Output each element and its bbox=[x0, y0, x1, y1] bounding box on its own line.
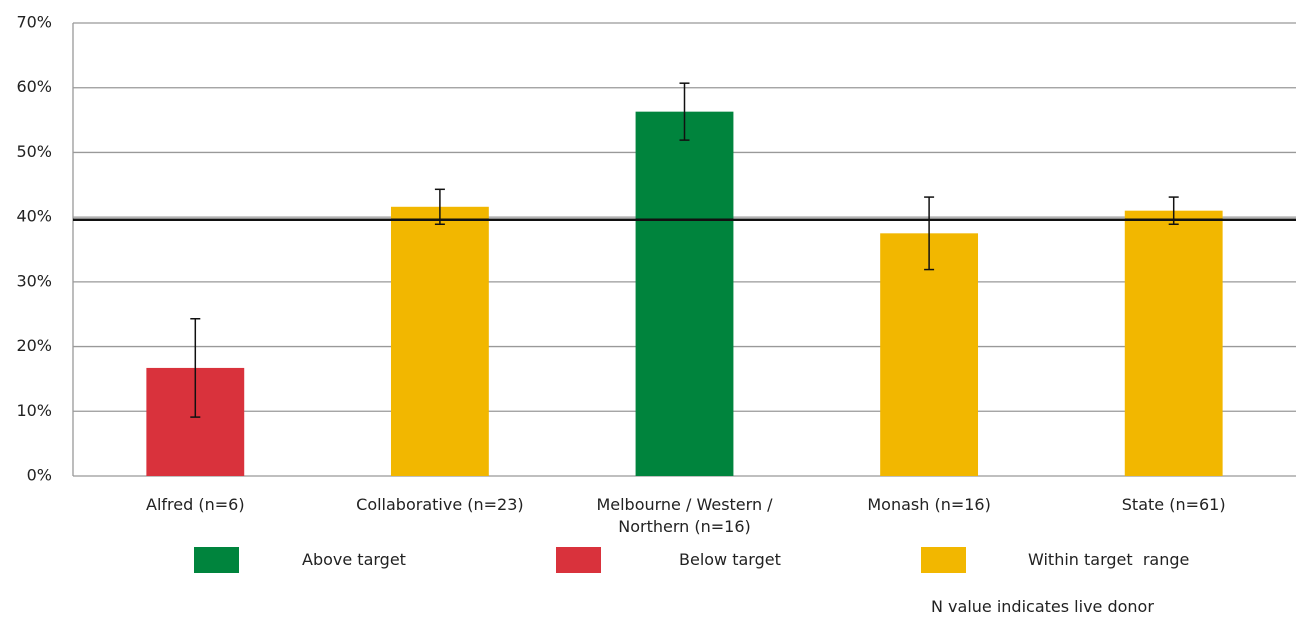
x-tick-label: Melbourne / Western / Northern (n=16) bbox=[596, 495, 773, 536]
legend-swatch bbox=[921, 547, 966, 573]
y-tick-label: 60% bbox=[16, 77, 52, 96]
legend-swatch bbox=[556, 547, 601, 573]
bar bbox=[1124, 210, 1223, 476]
legend-label: Within target range bbox=[1028, 550, 1190, 569]
bar bbox=[880, 233, 979, 476]
x-tick-label: State (n=61) bbox=[1121, 495, 1226, 514]
legend-swatch bbox=[194, 547, 239, 573]
error-bar bbox=[434, 188, 445, 226]
y-tick-label: 30% bbox=[16, 271, 52, 290]
y-tick-label: 70% bbox=[16, 13, 52, 32]
bar bbox=[635, 111, 734, 476]
y-tick-label: 10% bbox=[16, 401, 52, 420]
y-tick-label: 0% bbox=[27, 466, 52, 485]
x-tick-label: Collaborative (n=23) bbox=[356, 495, 524, 514]
error-bar bbox=[679, 82, 690, 141]
error-bar bbox=[1168, 196, 1179, 226]
x-tick-label: Alfred (n=6) bbox=[146, 495, 245, 514]
error-bar bbox=[924, 196, 935, 271]
x-tick-label: Monash (n=16) bbox=[867, 495, 991, 514]
legend-label: Above target bbox=[302, 550, 406, 569]
y-tick-label: 40% bbox=[16, 207, 52, 226]
note: N value indicates live donor bbox=[931, 597, 1154, 616]
bar bbox=[390, 206, 489, 476]
y-tick-label: 50% bbox=[16, 142, 52, 161]
error-bar bbox=[190, 317, 201, 418]
y-tick-label: 20% bbox=[16, 336, 52, 355]
legend-label: Below target bbox=[679, 550, 781, 569]
